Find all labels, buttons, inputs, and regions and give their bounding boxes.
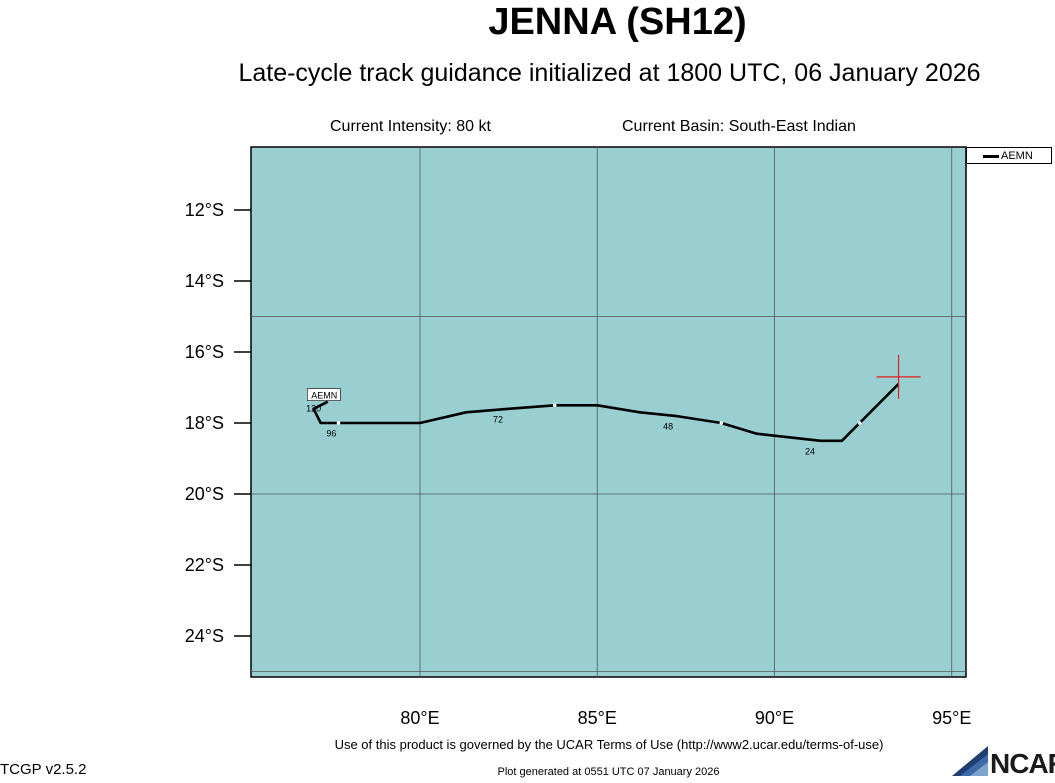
lat-tick-label: 24°S bbox=[185, 626, 224, 646]
lon-tick-label: 95°E bbox=[932, 708, 971, 728]
legend: AEMN bbox=[966, 147, 1052, 164]
tau-label: 120 bbox=[306, 404, 321, 414]
generated-time: Plot generated at 0551 UTC 07 January 20… bbox=[497, 766, 720, 778]
legend-entry-aemn: AEMN bbox=[1001, 150, 1033, 162]
track-point bbox=[336, 421, 341, 425]
ncar-logo: NCAR bbox=[948, 744, 1055, 779]
lat-tick-label: 12°S bbox=[185, 200, 224, 220]
axis-ticks: 80°E 85°E 90°E 95°E 12°S 14°S 16°S 18°S 20°S 22°S… bbox=[185, 200, 972, 728]
page-title: JENNA (SH12) bbox=[488, 1, 747, 43]
track-point bbox=[857, 421, 862, 425]
tau-label: 24 bbox=[805, 446, 815, 456]
lon-tick-label: 85°E bbox=[578, 708, 617, 728]
end-label-box bbox=[306, 388, 341, 401]
current-basin: Current Basin: South-East Indian bbox=[622, 118, 856, 135]
ncar-logo-text: NCAR bbox=[990, 748, 1055, 779]
tau-label: 48 bbox=[663, 421, 673, 431]
lon-tick-label: 90°E bbox=[755, 708, 794, 728]
map-background bbox=[250, 146, 967, 678]
lat-tick-label: 16°S bbox=[185, 342, 224, 362]
ncar-logo-icon bbox=[952, 746, 988, 776]
track-layer: 24 48 72 96 120 AEMN bbox=[306, 382, 900, 456]
lat-tick-label: 14°S bbox=[185, 271, 224, 291]
current-position-marker bbox=[876, 354, 921, 399]
terms-of-use: Use of this product is governed by the U… bbox=[334, 737, 884, 752]
track-end-label: AEMN bbox=[311, 391, 337, 401]
lon-tick-label: 80°E bbox=[400, 708, 439, 728]
tau-label: 72 bbox=[493, 414, 503, 424]
legend-swatch bbox=[983, 155, 999, 158]
version-label: TCGP v2.5.2 bbox=[0, 761, 87, 778]
grid-lines bbox=[251, 147, 966, 677]
lat-tick-label: 22°S bbox=[185, 555, 224, 575]
track-line-aemn bbox=[312, 382, 900, 443]
tau-label: 96 bbox=[326, 429, 336, 439]
page-subtitle: Late-cycle track guidance initialized at… bbox=[238, 59, 981, 87]
lat-tick-label: 18°S bbox=[185, 413, 224, 433]
track-point bbox=[719, 421, 724, 425]
lat-tick-label: 20°S bbox=[185, 484, 224, 504]
current-intensity: Current Intensity: 80 kt bbox=[330, 118, 491, 135]
track-point bbox=[552, 403, 557, 408]
